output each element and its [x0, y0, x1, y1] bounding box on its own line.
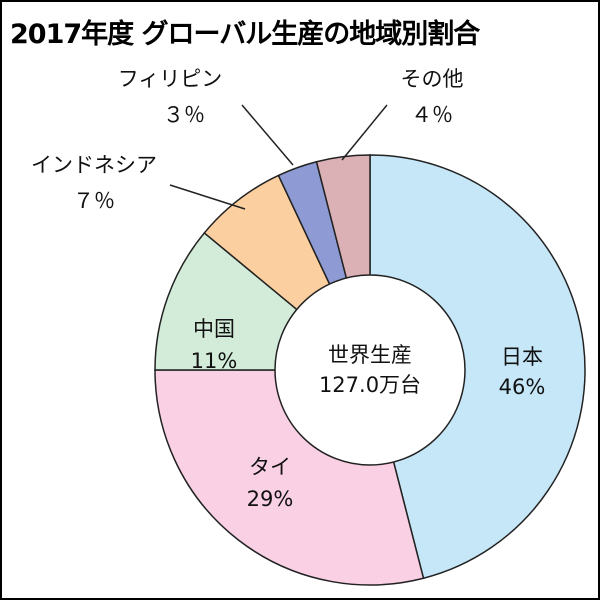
category-label-1: タイ [249, 455, 291, 479]
center-label-line1: 世界生産 [328, 343, 412, 367]
donut-hole [274, 274, 466, 466]
category-label-4: フィリピン [118, 67, 223, 91]
chart-title: 2017年度 グローバル生産の地域別割合 [10, 19, 480, 50]
slice-0 [369, 154, 586, 580]
category-label-2: 中国 [193, 317, 235, 341]
center-label-line2: 127.0万台 [319, 373, 421, 397]
leader-line-3 [169, 184, 246, 210]
category-label-0: 日本 [501, 345, 543, 369]
value-label-4: ３％ [163, 103, 205, 127]
leader-line-5 [341, 104, 388, 161]
value-label-1: 29% [247, 487, 294, 511]
category-label-3: インドネシア [31, 153, 157, 177]
value-label-2: 11% [191, 349, 238, 373]
value-label-3: ７％ [73, 189, 115, 213]
value-label-0: 46% [499, 375, 546, 399]
leader-line-4 [241, 104, 294, 166]
value-label-5: ４％ [411, 103, 453, 127]
category-label-5: その他 [401, 67, 464, 91]
